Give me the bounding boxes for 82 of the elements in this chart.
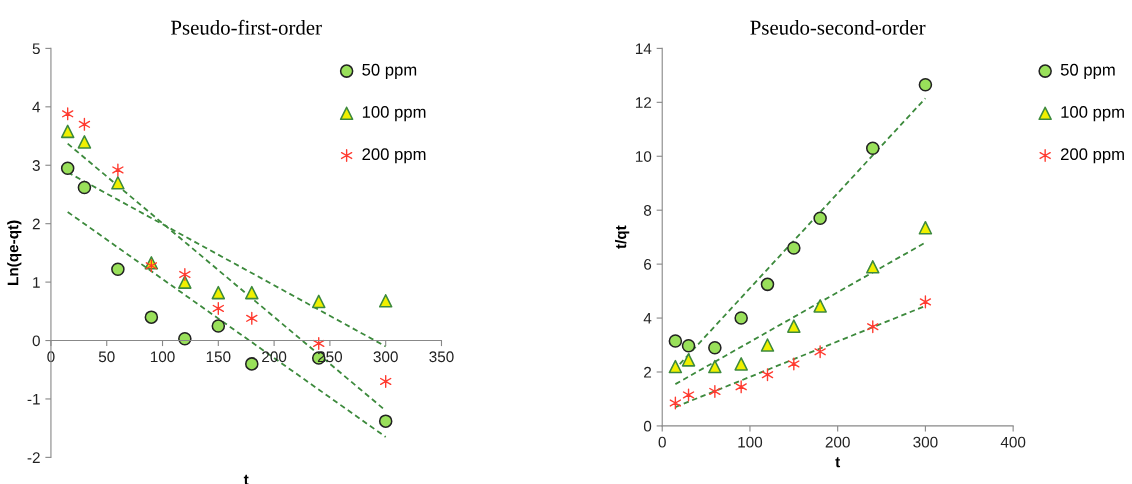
y-tick-label: -1 bbox=[27, 393, 40, 405]
y-tick-label: 4 bbox=[643, 313, 652, 324]
point bbox=[734, 357, 748, 371]
y-tick-label: 4 bbox=[32, 101, 41, 113]
y-tick-label: 10 bbox=[635, 151, 652, 162]
point bbox=[378, 294, 393, 308]
point bbox=[178, 331, 192, 346]
y-tick-label: 1 bbox=[33, 277, 40, 288]
point bbox=[681, 353, 696, 367]
y-tick-label: 6 bbox=[644, 258, 652, 270]
x-tick-label: 350 bbox=[429, 351, 454, 363]
point bbox=[708, 359, 722, 374]
legend-label: 200 ppm bbox=[1061, 148, 1124, 164]
legend-label: 50 ppm bbox=[1060, 63, 1115, 79]
x-tick-label: 150 bbox=[206, 351, 231, 363]
x-tick-label: 0 bbox=[47, 351, 55, 363]
x-axis-title: t bbox=[835, 457, 841, 468]
point bbox=[111, 262, 125, 277]
y-tick-label: 0 bbox=[32, 335, 40, 347]
legend-label: 100 ppm bbox=[362, 106, 426, 122]
x-tick-label: 50 bbox=[98, 351, 115, 363]
x-tick-label: 0 bbox=[658, 436, 666, 448]
x-axis-title: t bbox=[243, 474, 249, 484]
point bbox=[814, 345, 826, 359]
point bbox=[918, 78, 933, 92]
point bbox=[708, 340, 722, 355]
y-tick-label: 12 bbox=[635, 97, 652, 108]
point bbox=[787, 241, 801, 255]
point bbox=[669, 396, 682, 410]
x-tick-label: 200 bbox=[825, 436, 850, 448]
point bbox=[111, 176, 125, 190]
point bbox=[77, 135, 92, 149]
point bbox=[682, 388, 695, 402]
point bbox=[865, 260, 880, 274]
point bbox=[735, 380, 747, 394]
point bbox=[211, 319, 226, 333]
x-tick-label: 100 bbox=[738, 436, 763, 448]
y-tick-label: 8 bbox=[643, 205, 652, 216]
chart-title: Pseudo-first-order bbox=[171, 19, 322, 35]
point bbox=[178, 275, 192, 289]
point bbox=[311, 294, 326, 309]
point bbox=[709, 384, 721, 398]
y-tick-label: 5 bbox=[32, 43, 40, 55]
point bbox=[668, 359, 683, 374]
point bbox=[245, 357, 259, 371]
point bbox=[918, 220, 933, 235]
x-tick-label: 300 bbox=[913, 436, 938, 448]
y-tick-label: 2 bbox=[32, 218, 40, 230]
y-tick-label: 2 bbox=[644, 366, 652, 378]
point bbox=[144, 310, 159, 324]
x-tick-label: 300 bbox=[373, 351, 398, 363]
point bbox=[60, 161, 75, 175]
point bbox=[813, 211, 827, 226]
legend-label: 50 ppm bbox=[362, 63, 417, 79]
legend-label: 100 ppm bbox=[1061, 106, 1124, 122]
chart-title: Pseudo-second-order bbox=[750, 20, 926, 35]
x-tick-label: 100 bbox=[150, 351, 175, 363]
point bbox=[919, 295, 932, 309]
point bbox=[378, 414, 393, 428]
point bbox=[77, 180, 92, 195]
point bbox=[787, 319, 801, 333]
x-tick-label: 200 bbox=[262, 351, 287, 363]
point bbox=[245, 285, 259, 300]
point bbox=[761, 368, 774, 382]
point bbox=[813, 299, 827, 313]
point bbox=[60, 124, 75, 139]
point bbox=[865, 141, 880, 155]
point bbox=[211, 285, 226, 300]
point bbox=[760, 338, 775, 352]
point bbox=[681, 339, 696, 353]
y-axis-title: Ln(qe-qt) bbox=[7, 220, 22, 285]
point bbox=[760, 277, 775, 292]
y-tick-label: 0 bbox=[643, 420, 652, 432]
y-tick-label: -2 bbox=[27, 452, 40, 463]
y-tick-label: 14 bbox=[635, 43, 652, 54]
y-tick-label: 3 bbox=[32, 160, 40, 171]
point bbox=[734, 311, 748, 325]
point bbox=[668, 334, 683, 348]
x-tick-label: 400 bbox=[1000, 436, 1026, 448]
point bbox=[788, 357, 800, 371]
y-axis-title: t/qt bbox=[615, 225, 630, 249]
point bbox=[867, 320, 879, 334]
